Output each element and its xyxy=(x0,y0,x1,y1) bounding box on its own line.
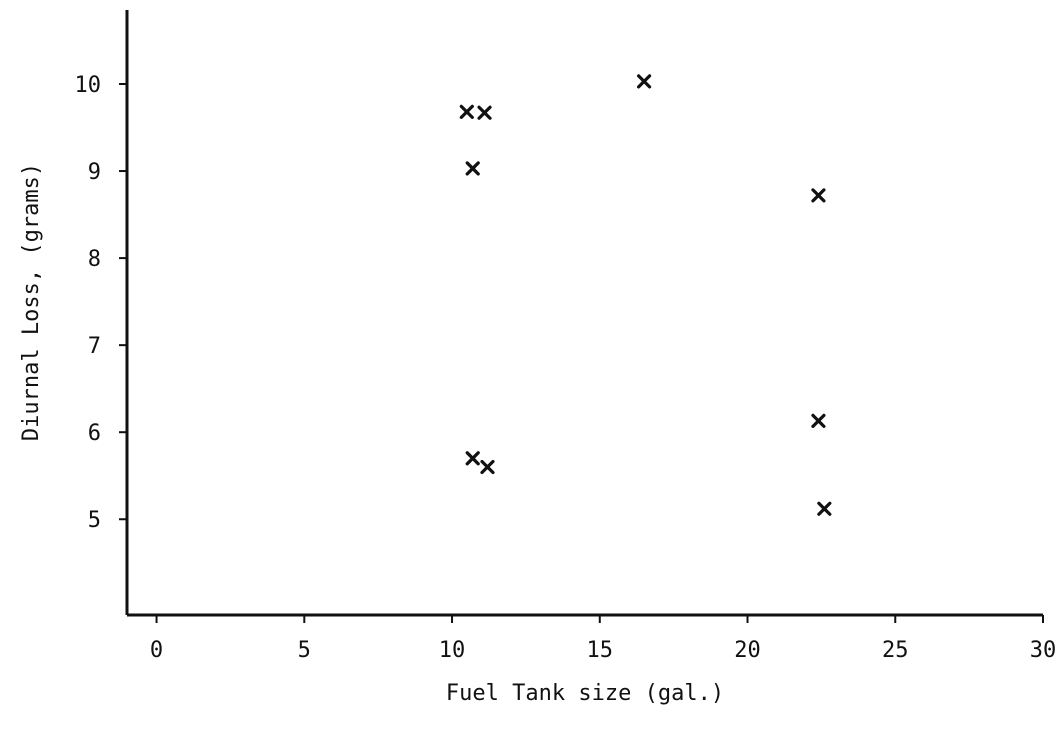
y-axis-ticks: 5 6 7 8 9 10 xyxy=(75,73,127,533)
x-tick-label: 10 xyxy=(439,638,466,663)
y-tick-label: 7 xyxy=(88,334,101,359)
data-point-marker xyxy=(477,105,492,120)
data-point-marker xyxy=(480,459,495,475)
data-point-marker xyxy=(465,451,480,466)
x-axis-title: Fuel Tank size (gal.) xyxy=(446,681,724,706)
x-axis-ticks: 0 5 10 15 20 25 30 xyxy=(150,615,1056,663)
x-tick-label: 25 xyxy=(882,638,909,663)
data-point-marker xyxy=(459,104,474,119)
data-point-marker xyxy=(636,74,652,89)
y-tick-label: 6 xyxy=(88,421,101,446)
x-tick-label: 20 xyxy=(734,638,761,663)
x-tick-label: 15 xyxy=(587,638,614,663)
y-axis-title: Diurnal Loss, (grams) xyxy=(19,163,44,441)
axes xyxy=(125,10,1043,617)
data-point-marker xyxy=(817,501,832,516)
y-tick-label: 8 xyxy=(88,247,101,272)
y-tick-label: 10 xyxy=(75,73,102,98)
y-tick-label: 9 xyxy=(88,160,101,185)
data-point-marker xyxy=(811,413,826,428)
y-tick-label: 5 xyxy=(88,508,101,533)
data-point-marker xyxy=(465,161,480,176)
x-tick-label: 30 xyxy=(1030,638,1057,663)
x-tick-label: 0 xyxy=(150,638,163,663)
data-point-marker xyxy=(811,188,826,203)
x-tick-label: 5 xyxy=(298,638,311,663)
data-points xyxy=(459,74,832,516)
